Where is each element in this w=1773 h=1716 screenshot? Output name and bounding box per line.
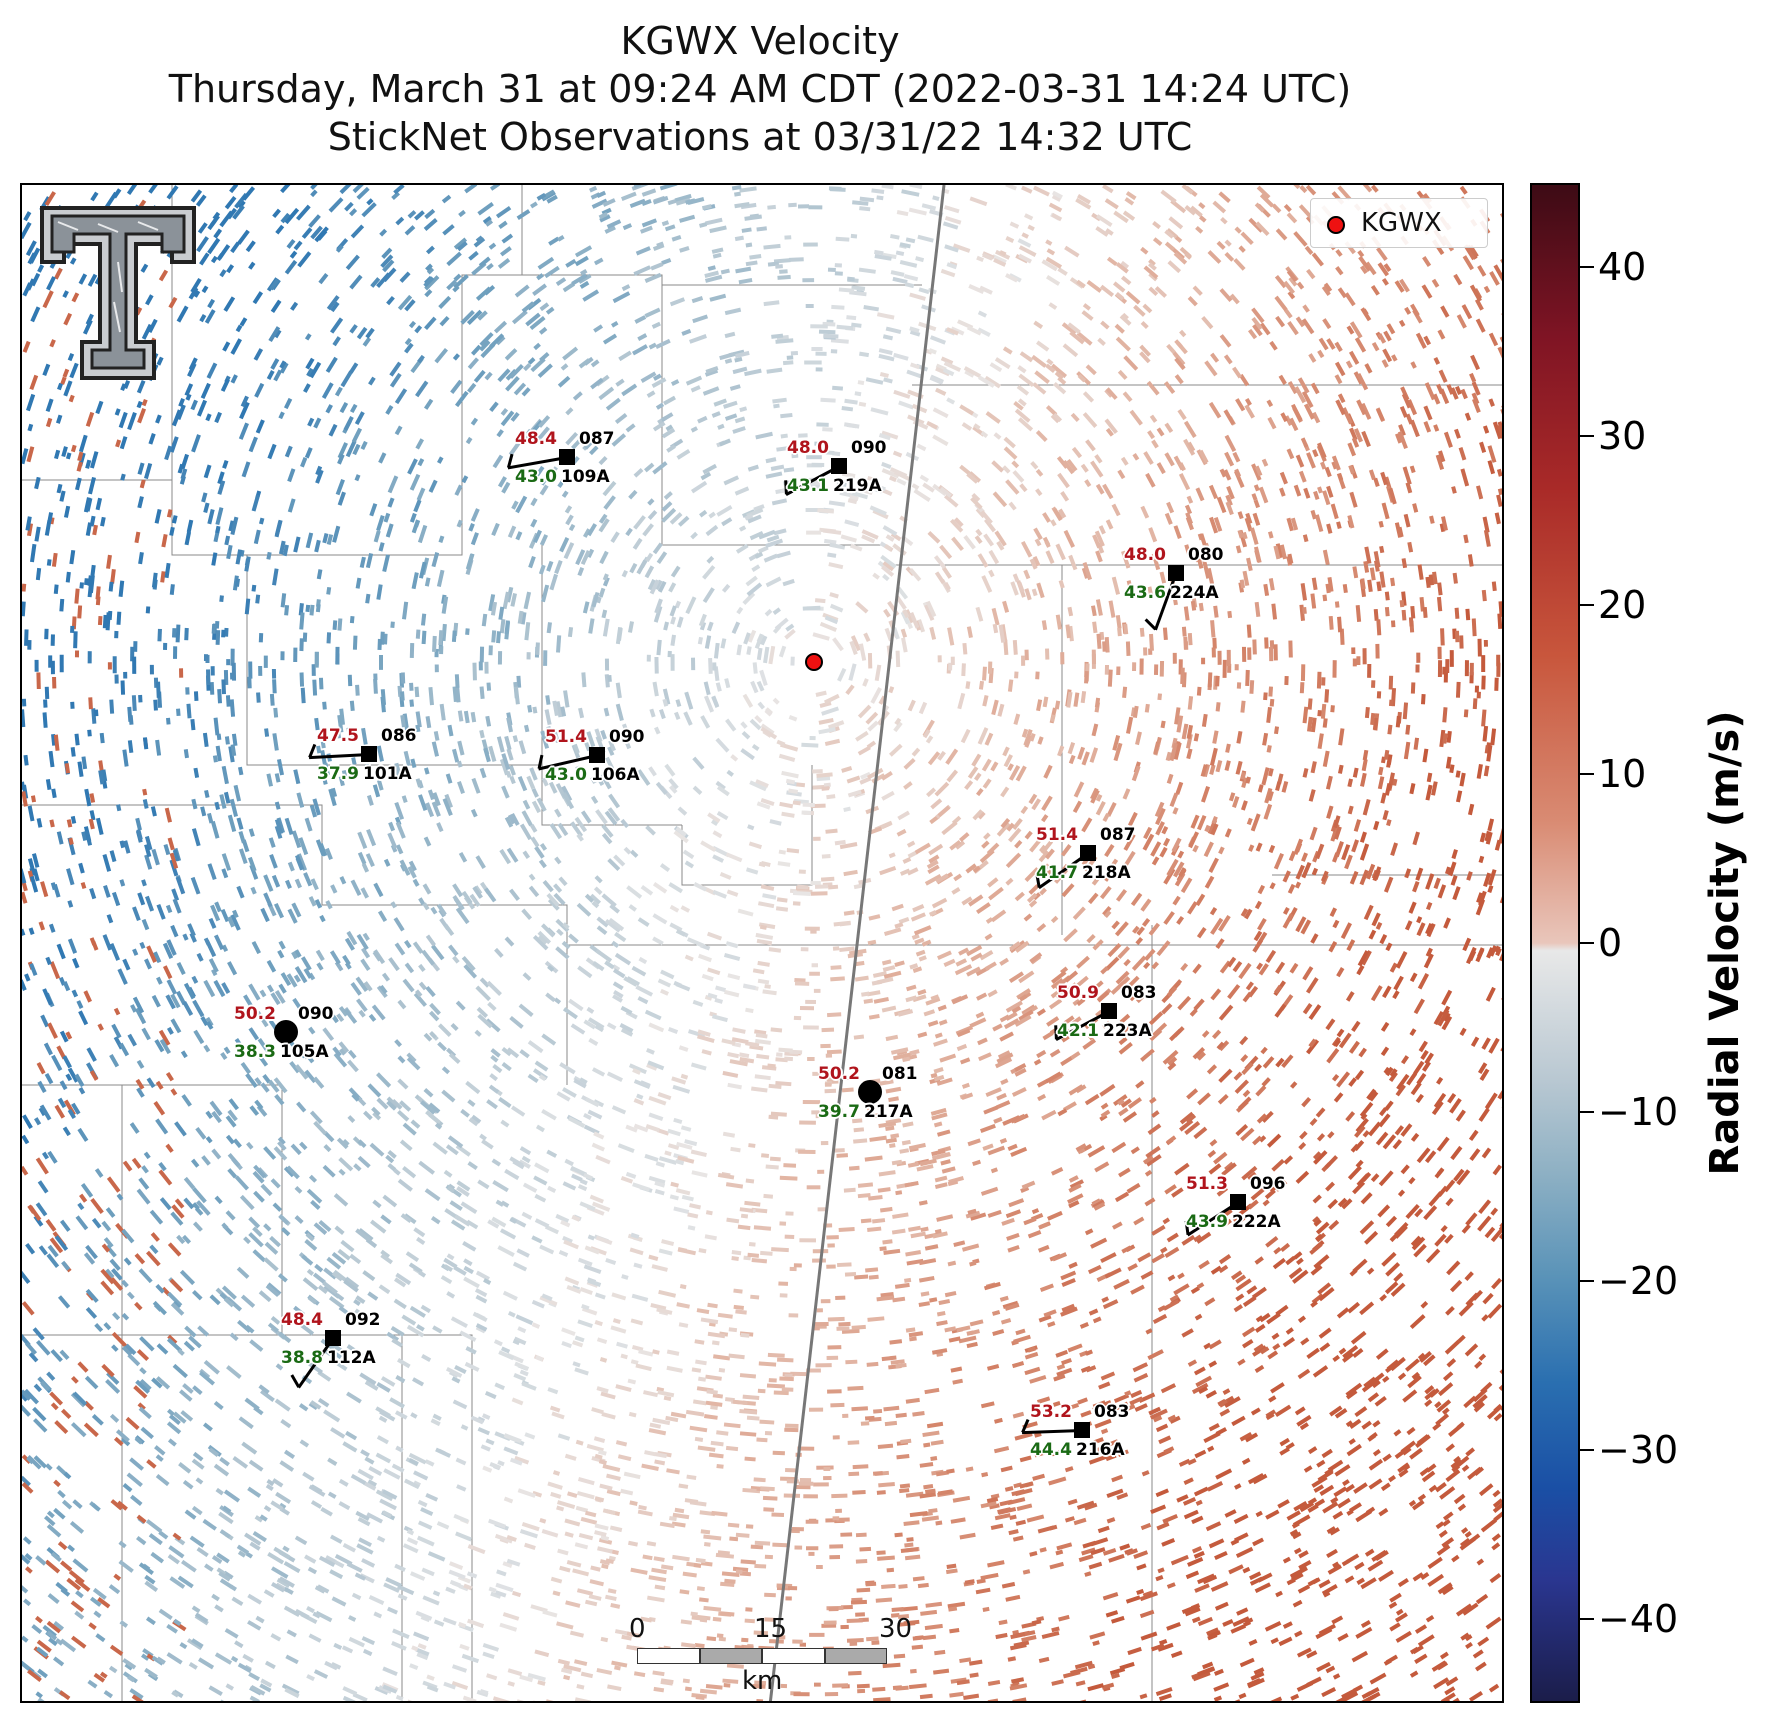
colorbar-tick-label: −40 xyxy=(1598,1596,1679,1641)
station-id: 223A xyxy=(1103,1021,1152,1041)
scale-bar-tick-label: 15 xyxy=(754,1614,788,1644)
scale-bar-segment xyxy=(824,1648,887,1664)
station-id: 106A xyxy=(591,765,640,785)
colorbar-tick xyxy=(1580,1279,1594,1282)
legend-label: KGWX xyxy=(1361,208,1442,238)
radar-velocity-field xyxy=(22,185,1502,1701)
station-direction: 087 xyxy=(579,429,615,449)
station-gust: 48.4 xyxy=(515,429,557,449)
colorbar-tick-label: −10 xyxy=(1598,1089,1679,1134)
colorbar-tick xyxy=(1580,773,1594,776)
station-speed: 41.7 xyxy=(1036,863,1078,883)
radar-site-marker-icon xyxy=(1327,216,1345,234)
station-id: 219A xyxy=(833,476,882,496)
station-speed: 43.6 xyxy=(1124,583,1166,603)
colorbar-tick-label: 30 xyxy=(1598,414,1647,459)
chart-title: KGWX Velocity xyxy=(620,19,900,63)
scale-bar-segment xyxy=(762,1648,825,1664)
colorbar-tick-label: 40 xyxy=(1598,245,1647,290)
chart-subtitle: Thursday, March 31 at 09:24 AM CDT (2022… xyxy=(168,67,1352,111)
station-direction: 090 xyxy=(851,438,887,458)
station-direction: 090 xyxy=(609,727,645,747)
station-square-marker-icon xyxy=(589,747,605,763)
station-square-marker-icon xyxy=(1168,565,1184,581)
scale-bar-unit: km xyxy=(742,1666,783,1696)
colorbar-tick-label: −20 xyxy=(1598,1258,1679,1303)
colorbar-tick xyxy=(1580,604,1594,607)
station-speed: 43.0 xyxy=(515,467,557,487)
station-square-marker-icon xyxy=(1080,845,1096,861)
scale-bar-tick-label: 0 xyxy=(629,1614,646,1644)
radar-map[interactable] xyxy=(20,183,1504,1703)
station-speed: 42.1 xyxy=(1057,1021,1099,1041)
station-direction: 087 xyxy=(1100,825,1136,845)
scale-bar-tick-label: 30 xyxy=(879,1614,913,1644)
station-square-marker-icon xyxy=(325,1330,341,1346)
station-gust: 47.5 xyxy=(317,726,359,746)
station-square-marker-icon xyxy=(831,458,847,474)
station-id: 217A xyxy=(864,1102,913,1122)
station-id: 222A xyxy=(1232,1212,1281,1232)
station-id: 105A xyxy=(280,1042,329,1062)
station-direction: 086 xyxy=(381,726,417,746)
station-gust: 48.4 xyxy=(281,1310,323,1330)
station-speed: 43.1 xyxy=(787,476,829,496)
scale-bar-segment xyxy=(637,1648,700,1664)
station-id: 216A xyxy=(1076,1440,1125,1460)
station-gust: 51.4 xyxy=(1036,825,1078,845)
station-id: 112A xyxy=(327,1348,376,1368)
station-speed: 43.0 xyxy=(545,765,587,785)
station-direction: 083 xyxy=(1121,983,1157,1003)
station-gust: 51.3 xyxy=(1186,1174,1228,1194)
colorbar-tick-label: 0 xyxy=(1598,921,1623,965)
observation-time: StickNet Observations at 03/31/22 14:32 … xyxy=(327,115,1193,159)
colorbar-tick xyxy=(1580,266,1594,269)
station-circle-marker-icon xyxy=(858,1080,882,1104)
station-speed: 43.9 xyxy=(1186,1212,1228,1232)
station-square-marker-icon xyxy=(1101,1003,1117,1019)
radar-site-marker[interactable] xyxy=(805,653,823,671)
station-id: 101A xyxy=(363,764,412,784)
station-direction: 090 xyxy=(298,1004,334,1024)
map-legend: KGWX xyxy=(1310,198,1488,248)
colorbar-tick xyxy=(1580,942,1594,944)
colorbar-tick-label: 20 xyxy=(1598,583,1647,628)
station-gust: 50.2 xyxy=(234,1004,276,1024)
station-gust: 50.2 xyxy=(818,1064,860,1084)
colorbar-tick-label: 10 xyxy=(1598,752,1647,797)
texas-tech-double-t-logo xyxy=(40,206,196,380)
station-speed: 37.9 xyxy=(317,764,359,784)
station-square-marker-icon xyxy=(361,746,377,762)
station-direction: 096 xyxy=(1250,1174,1286,1194)
station-square-marker-icon xyxy=(559,449,575,465)
station-id: 218A xyxy=(1082,863,1131,883)
station-id: 109A xyxy=(561,467,610,487)
station-speed: 38.8 xyxy=(281,1348,323,1368)
station-gust: 48.0 xyxy=(787,438,829,458)
station-gust: 53.2 xyxy=(1030,1402,1072,1422)
station-gust: 50.9 xyxy=(1057,983,1099,1003)
station-square-marker-icon xyxy=(1074,1422,1090,1438)
station-speed: 44.4 xyxy=(1030,1440,1072,1460)
station-circle-marker-icon xyxy=(274,1020,298,1044)
station-direction: 080 xyxy=(1188,545,1224,565)
station-square-marker-icon xyxy=(1230,1194,1246,1210)
colorbar-tick-label: −30 xyxy=(1598,1427,1679,1472)
station-direction: 092 xyxy=(345,1310,381,1330)
colorbar-tick xyxy=(1580,1448,1594,1451)
colorbar-tick xyxy=(1580,435,1594,438)
colorbar xyxy=(1530,183,1580,1703)
station-direction: 081 xyxy=(882,1064,918,1084)
scale-bar-segment xyxy=(699,1648,762,1664)
station-gust: 48.0 xyxy=(1124,545,1166,565)
colorbar-title: Radial Velocity (m/s) xyxy=(1702,710,1748,1176)
station-speed: 39.7 xyxy=(818,1102,860,1122)
station-gust: 51.4 xyxy=(545,727,587,747)
station-direction: 083 xyxy=(1094,1402,1130,1422)
colorbar-tick xyxy=(1580,1617,1594,1620)
station-speed: 38.3 xyxy=(234,1042,276,1062)
colorbar-tick xyxy=(1580,1110,1594,1113)
station-id: 224A xyxy=(1170,583,1219,603)
